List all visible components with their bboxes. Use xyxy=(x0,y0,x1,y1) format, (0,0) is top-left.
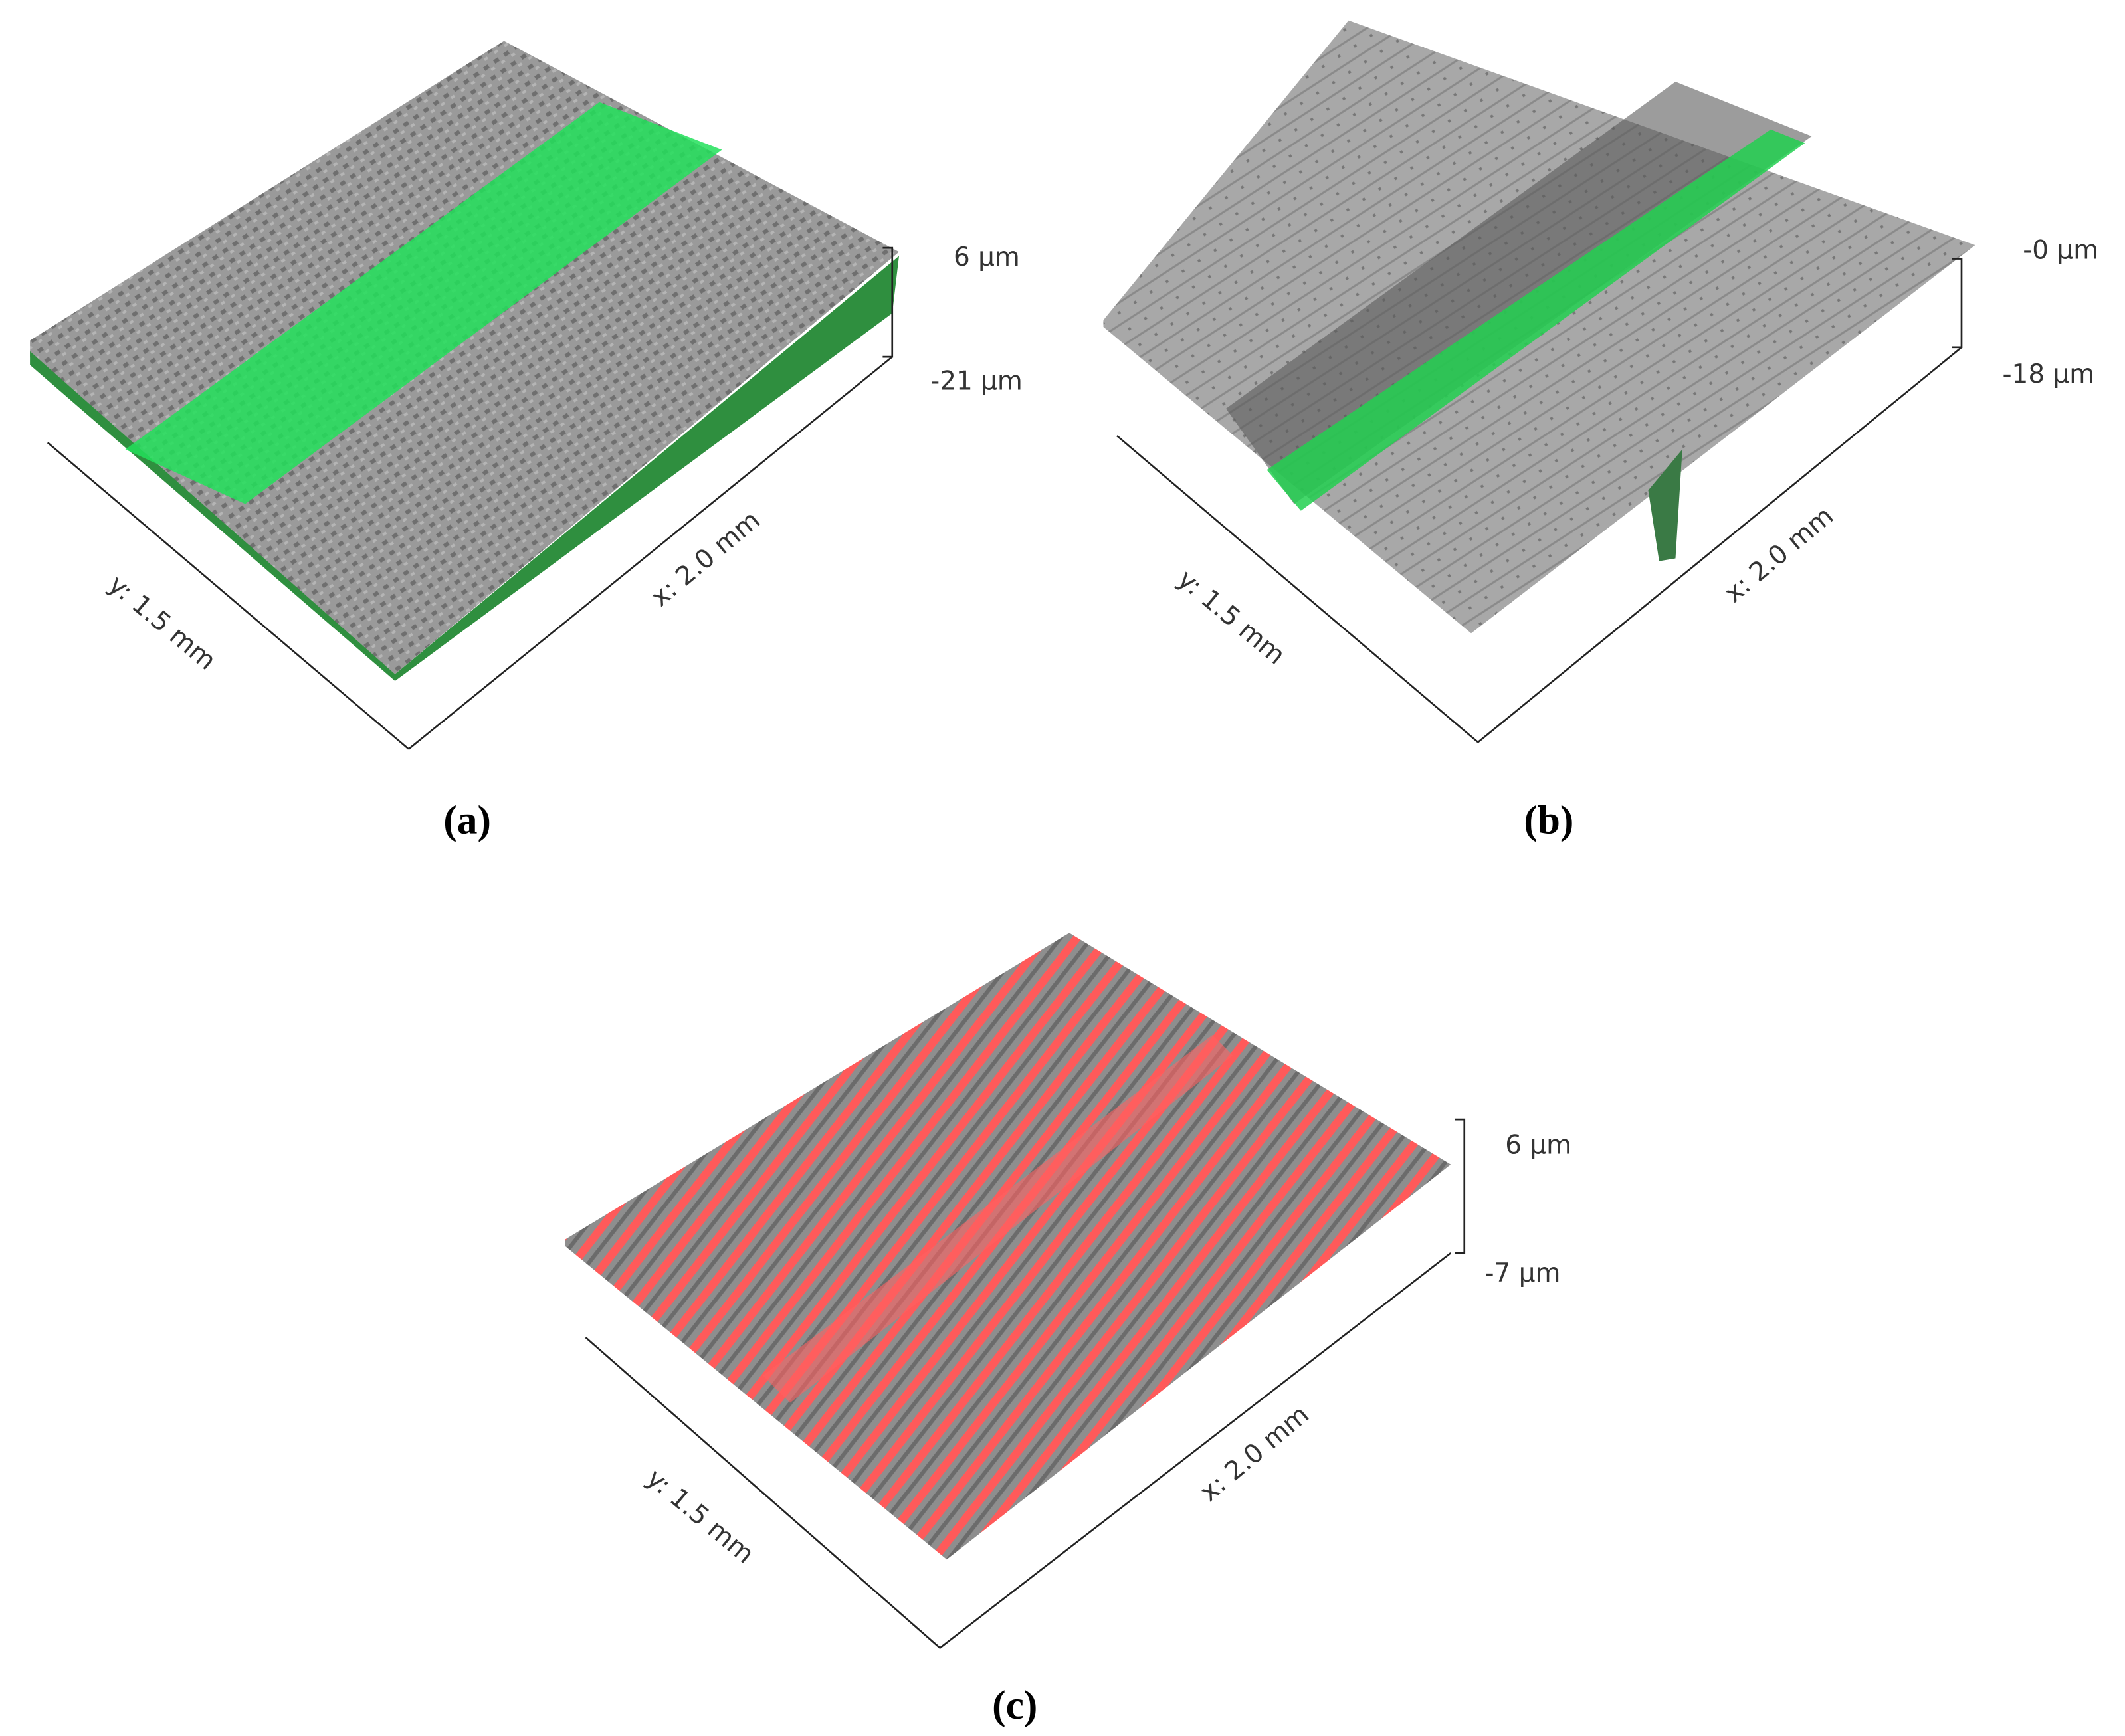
defect xyxy=(1648,449,1682,561)
panel-a: 6 µm -21 µm y: 1.5 mm x: 2.0 mm (a) xyxy=(30,41,1023,843)
caption: (c) xyxy=(992,1683,1037,1728)
x-axis xyxy=(408,356,893,750)
y-axis-label: y: 1.5 mm xyxy=(1172,564,1291,670)
caption: (b) xyxy=(1524,798,1573,843)
z-top-label: 6 µm xyxy=(1505,1130,1571,1160)
z-axis xyxy=(1952,258,1963,349)
panel-c: 6 µm -7 µm y: 1.5 mm x: 2.0 mm (c) xyxy=(565,933,1571,1728)
y-axis-label: y: 1.5 mm xyxy=(102,569,221,676)
x-axis-label: x: 2.0 mm xyxy=(1719,501,1839,609)
x-axis-label: x: 2.0 mm xyxy=(1195,1400,1315,1507)
z-axis xyxy=(1455,1118,1466,1254)
y-axis-label: y: 1.5 mm xyxy=(641,1463,759,1569)
y-axis xyxy=(1116,435,1479,743)
worn-track xyxy=(125,102,722,504)
y-axis xyxy=(47,442,409,750)
caption: (a) xyxy=(443,798,491,843)
y-axis xyxy=(585,1337,941,1649)
surface-cross xyxy=(763,1035,1233,1403)
x-axis xyxy=(939,1252,1452,1649)
z-bottom-label: -7 µm xyxy=(1485,1258,1561,1288)
worn-track xyxy=(1226,82,1812,504)
x-axis-label: x: 2.0 mm xyxy=(645,505,765,613)
worn-track-green xyxy=(1266,129,1805,511)
surface xyxy=(30,41,900,674)
z-bottom-label: -18 µm xyxy=(2003,359,2095,389)
panel-b: -0 µm -18 µm y: 1.5 mm x: 2.0 mm (b) xyxy=(1103,20,2098,843)
z-top-label: -0 µm xyxy=(2023,236,2098,266)
x-axis xyxy=(1477,346,1962,743)
z-bottom-label: -21 µm xyxy=(930,366,1023,396)
surface xyxy=(565,933,1451,1560)
z-top-label: 6 µm xyxy=(954,242,1020,272)
z-axis xyxy=(882,246,894,358)
